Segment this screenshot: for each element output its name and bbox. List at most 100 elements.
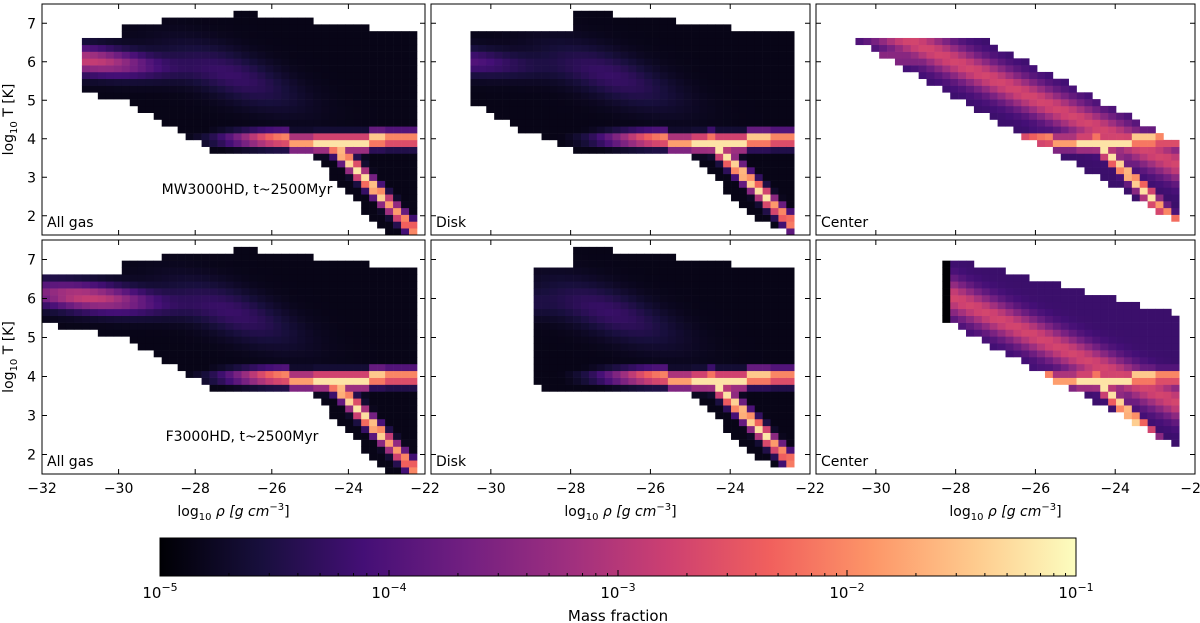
heatmap-cells — [533, 246, 795, 468]
heatmap-cell — [683, 301, 692, 310]
heatmap-cell — [297, 357, 306, 365]
heatmap-cell — [401, 105, 410, 113]
heatmap-cell — [241, 112, 250, 120]
heatmap-cell — [1029, 322, 1038, 330]
heatmap-cell — [628, 85, 637, 93]
heatmap-cell — [786, 153, 795, 161]
heatmap-cell — [731, 105, 740, 113]
heatmap-cell — [620, 370, 629, 378]
heatmap-cell — [494, 37, 503, 46]
heatmap-cell — [541, 65, 550, 73]
heatmap-cell — [1005, 301, 1014, 310]
heatmap-cell — [478, 58, 487, 66]
heatmap-cell — [313, 322, 322, 330]
heatmap-cell — [620, 65, 629, 73]
heatmap-cell — [1005, 329, 1014, 337]
heatmap-cell — [329, 133, 338, 141]
heatmap-cell — [517, 105, 527, 113]
heatmap-cell — [557, 126, 566, 134]
heatmap-cell — [145, 308, 155, 316]
heatmap-cell — [361, 260, 370, 268]
heatmap-cell — [754, 418, 763, 427]
heatmap-cell — [604, 253, 613, 261]
heatmap-cell — [731, 146, 740, 154]
heatmap-cell — [778, 288, 787, 296]
heatmap-cell — [644, 336, 653, 344]
heatmap-cell — [1131, 357, 1141, 365]
heatmap-cell — [502, 92, 511, 100]
heatmap-cell — [321, 58, 330, 66]
heatmap-cell — [1084, 146, 1093, 154]
heatmap-cell — [185, 133, 194, 141]
heatmap-cell — [121, 51, 131, 59]
heatmap-cell — [313, 58, 322, 66]
heatmap-cell — [1029, 301, 1038, 310]
heatmap-cell — [129, 51, 139, 59]
heatmap-cell — [652, 343, 661, 351]
heatmap-cell — [659, 105, 669, 113]
heatmap-cell — [193, 112, 202, 120]
heatmap-cell — [707, 133, 716, 141]
heatmap-cell — [297, 105, 306, 113]
heatmap-cell — [1108, 363, 1117, 372]
heatmap-cell — [193, 92, 202, 100]
heatmap-cell — [265, 119, 274, 127]
heatmap-cell — [973, 301, 983, 310]
heatmap-cell — [573, 133, 582, 141]
heatmap-cell — [934, 37, 943, 46]
heatmap-cell — [1155, 336, 1164, 344]
heatmap-cell — [273, 377, 282, 385]
heatmap-cell — [565, 350, 574, 358]
heatmap-cell — [385, 201, 394, 209]
heatmap-cell — [691, 58, 700, 66]
heatmap-cell — [557, 71, 566, 80]
heatmap-cell — [1013, 336, 1022, 344]
heatmap-cell — [1060, 85, 1069, 93]
heatmap-cell — [1123, 363, 1133, 372]
heatmap-cell — [738, 343, 748, 351]
heatmap-cell — [217, 65, 226, 73]
heatmap-cell — [565, 363, 574, 372]
heatmap-cell — [723, 24, 732, 32]
heatmap-cell — [652, 253, 661, 261]
heatmap-cell — [289, 99, 298, 107]
heatmap-cell — [353, 126, 362, 134]
heatmap-cell — [289, 281, 298, 289]
heatmap-cell — [193, 44, 202, 52]
heatmap-cell — [628, 31, 637, 39]
heatmap-cell — [762, 58, 771, 66]
heatmap-cell — [393, 194, 402, 202]
heatmap-cell — [385, 315, 394, 323]
heatmap-cell — [746, 207, 756, 215]
heatmap-cell — [281, 301, 290, 310]
heatmap-cell — [612, 274, 621, 282]
heatmap-cell — [628, 315, 637, 323]
heatmap-cell — [762, 146, 771, 154]
heatmap-cell — [385, 357, 394, 365]
heatmap-cell — [652, 31, 661, 39]
heatmap-cell — [675, 51, 684, 59]
heatmap-cell — [573, 37, 582, 46]
heatmap-cell — [233, 308, 242, 316]
heatmap-cell — [217, 17, 226, 25]
heatmap-cell — [305, 343, 314, 351]
heatmap-cell — [1084, 295, 1093, 303]
heatmap-cell — [723, 58, 732, 66]
heatmap-cell — [297, 363, 306, 372]
heatmap-cell — [691, 105, 700, 113]
heatmap-cell — [361, 126, 370, 134]
heatmap-cell — [612, 322, 621, 330]
heatmap-cell — [596, 58, 606, 66]
heatmap-cell — [778, 446, 787, 454]
heatmap-cell — [533, 92, 542, 100]
heatmap-cell — [353, 398, 362, 406]
heatmap-cell — [486, 37, 495, 46]
heatmap-cell — [361, 153, 370, 161]
heatmap-cell — [746, 343, 756, 351]
heatmap-cell — [401, 274, 410, 282]
heatmap-cell — [281, 350, 290, 358]
heatmap-cell — [241, 31, 250, 39]
heatmap-cell — [273, 78, 282, 86]
heatmap-cell — [1021, 119, 1030, 127]
heatmap-cell — [486, 58, 495, 66]
